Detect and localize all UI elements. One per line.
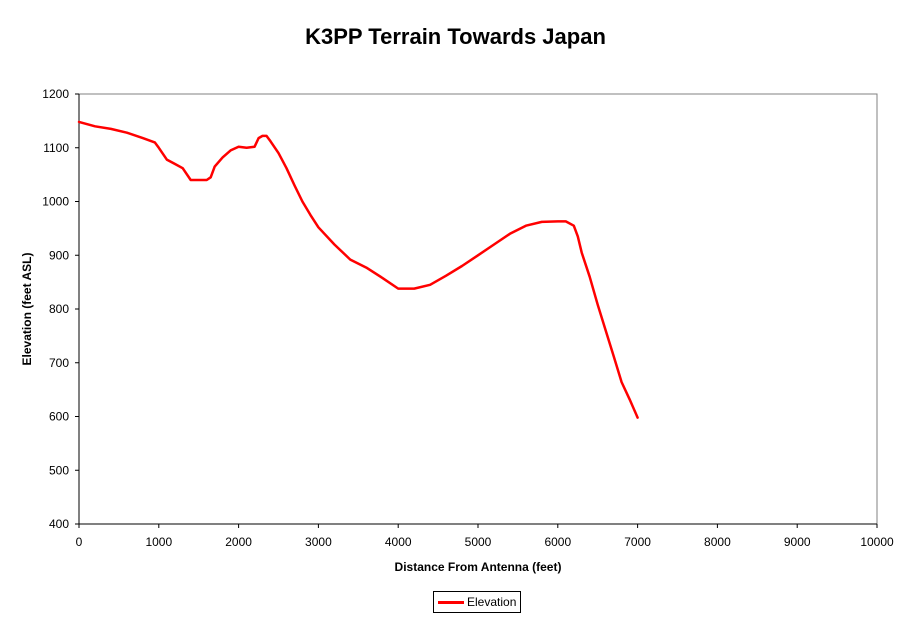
x-tick-label: 3000 (305, 535, 332, 549)
y-tick-label: 1100 (43, 141, 69, 155)
x-tick-label: 5000 (465, 535, 492, 549)
x-tick-label: 1000 (145, 535, 172, 549)
chart-title: K3PP Terrain Towards Japan (305, 24, 606, 49)
y-tick-label: 700 (49, 356, 69, 370)
y-tick-label: 600 (49, 410, 69, 424)
x-tick-label: 4000 (385, 535, 412, 549)
x-tick-label: 10000 (860, 535, 894, 549)
y-tick-label: 400 (49, 517, 69, 531)
y-tick-label: 900 (49, 248, 69, 262)
legend: Elevation (433, 591, 521, 613)
x-tick-label: 8000 (704, 535, 731, 549)
x-tick-label: 9000 (784, 535, 811, 549)
y-axis-label: Elevation (feet ASL) (20, 253, 34, 366)
legend-label-elevation: Elevation (467, 595, 517, 609)
x-tick-label: 0 (76, 535, 83, 549)
x-axis-label: Distance From Antenna (feet) (395, 560, 562, 574)
series-line-elevation (77, 120, 639, 419)
y-tick-label: 500 (49, 463, 69, 477)
x-tick-label: 7000 (624, 535, 651, 549)
x-tick-label: 2000 (225, 535, 252, 549)
x-tick-label: 6000 (544, 535, 571, 549)
y-tick-label: 800 (49, 302, 69, 316)
plot-area (78, 93, 878, 525)
y-tick-label: 1000 (42, 195, 69, 209)
legend-swatch-elevation (438, 601, 464, 604)
y-tick-label: 1200 (42, 87, 69, 101)
